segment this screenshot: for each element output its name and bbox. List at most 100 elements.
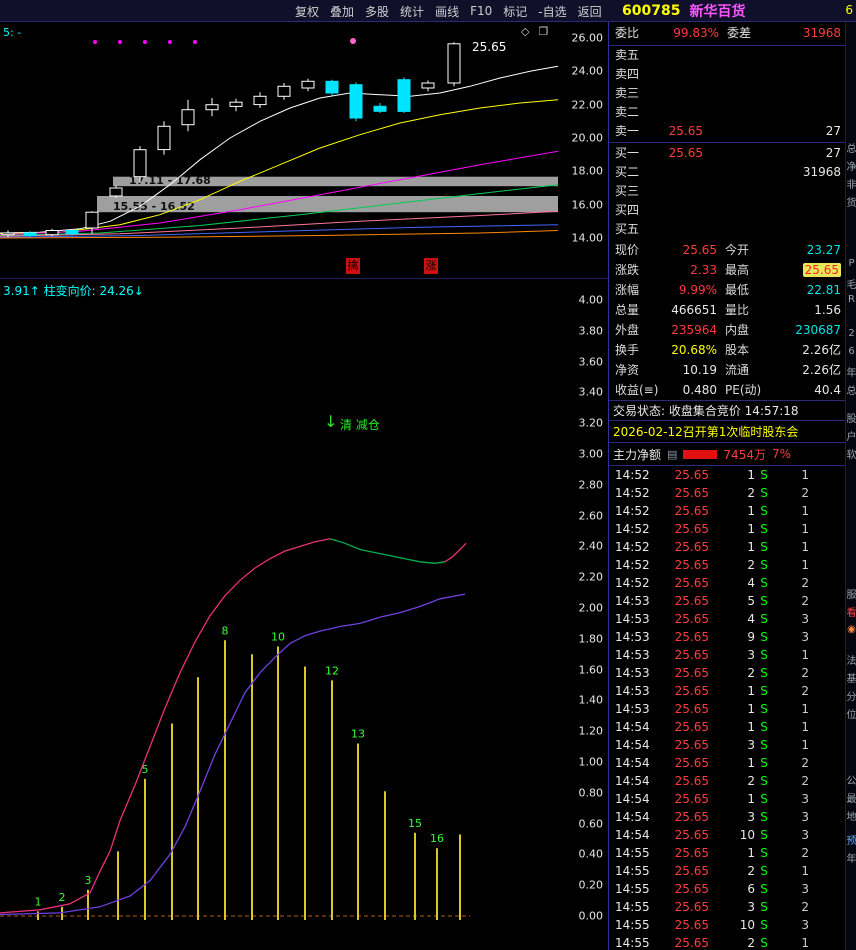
menu-item-F10[interactable]: F10 [470,4,493,18]
side-tab[interactable]: 地 [846,812,856,823]
time-and-sales-list[interactable]: 14:52 25.65 1 S 1 14:52 25.65 2 S 2 14:52 25.65 1 S 1 1… [609,466,845,950]
side-tab[interactable]: P [848,258,855,269]
sub-axis-label: 2.20 [578,570,604,584]
menu-item-复权[interactable]: 复权 [295,4,320,19]
tick-volume: 1 [747,504,755,518]
side-tab[interactable]: 总 [846,386,856,397]
side-tab[interactable]: 货 [846,198,856,209]
side-tab[interactable]: 预 [846,836,856,847]
book-separator [609,142,845,143]
side-tab[interactable]: 净 [846,162,856,173]
side-tab[interactable]: 公 [846,776,856,787]
quote-panel: 委比 99.83% 委差 31968 卖五 卖四 卖三 卖二 卖一 25.65 27 买一 25… [608,22,845,950]
menu-item-画线[interactable]: 画线 [435,4,460,19]
ask-row[interactable]: 卖三 [609,84,845,103]
menu-item-标记[interactable]: 标记 [503,4,528,19]
side-tab[interactable]: 总 [846,144,856,155]
svg-text:10: 10 [271,631,285,644]
side-tab[interactable]: 非 [846,180,856,191]
side-tab[interactable]: 股 [846,414,856,425]
side-tab[interactable]: ◉ [847,624,856,635]
bid-row[interactable]: 买三 [609,182,845,201]
main-netflow-row[interactable]: 主力净额 ▤ 7454万 7% [609,443,845,466]
bid-row[interactable]: 买一 25.65 27 [609,144,845,163]
side-tab[interactable]: 年 [846,854,856,865]
side-tab[interactable]: 2 [848,328,855,339]
bid-row[interactable]: 买四 [609,201,845,220]
bid-row[interactable]: 买五 [609,220,845,239]
quote-value: 40.4 [814,383,841,397]
diamond-icon[interactable]: ◇ [521,25,530,38]
tick-volume: 3 [747,738,755,752]
tick-row: 14:53 25.65 2 S 2 [609,664,845,682]
ask-row[interactable]: 卖一 25.65 27 [609,122,845,141]
tick-row: 14:55 25.65 2 S 1 [609,934,845,950]
quote-row: 换手 20.68% 股本 2.26亿 [609,340,845,360]
tick-flag: S [760,684,768,698]
ask-row[interactable]: 卖四 [609,65,845,84]
netflow-chart-icon[interactable]: ▤ [667,447,678,461]
tick-row: 14:53 25.65 3 S 1 [609,646,845,664]
side-tab[interactable]: 6 [848,346,855,357]
sub-axis-label: 2.00 [578,601,604,615]
side-tab[interactable]: 毛 [846,280,856,291]
tick-row: 14:52 25.65 4 S 2 [609,574,845,592]
sub-axis-label: 1.40 [578,693,604,707]
tick-flag: S [760,630,768,644]
tick-price: 25.65 [674,612,709,626]
book-level-label: 买二 [615,165,640,179]
main-axis-label: 24.00 [571,64,604,78]
tick-price: 25.65 [674,666,709,680]
side-tab[interactable]: 最 [846,794,856,805]
bid-row[interactable]: 买二 31968 [609,163,845,182]
quote-label: 涨跌 [615,263,640,277]
tick-count: 3 [801,612,809,626]
menu-item-多股[interactable]: 多股 [365,4,390,19]
window-icon[interactable]: ❐ [538,25,549,38]
tick-count: 1 [801,648,809,662]
tick-volume: 1 [747,702,755,716]
tick-time: 14:53 [615,594,650,608]
tick-volume: 1 [747,540,755,554]
ask-row[interactable]: 卖五 [609,46,845,65]
tick-flag: S [760,468,768,482]
tick-time: 14:55 [615,864,650,878]
side-tab[interactable]: 户 [846,432,856,443]
side-tab[interactable]: 位 [846,710,856,721]
ask-row[interactable]: 卖二 [609,103,845,122]
tick-time: 14:55 [615,846,650,860]
menu-item-统计[interactable]: 统计 [400,4,425,19]
book-volume: 27 [825,124,841,138]
tick-volume: 2 [747,666,755,680]
menu-item-叠加[interactable]: 叠加 [330,4,355,19]
side-tab[interactable]: 软 [846,450,856,461]
tick-row: 14:54 25.65 1 S 1 [609,718,845,736]
tick-count: 2 [801,666,809,680]
side-tab[interactable]: 法 [846,656,856,667]
side-tab[interactable]: 服 [846,590,856,601]
side-tab[interactable]: 基 [846,674,856,685]
company-notice[interactable]: 2026-02-12召开第1次临时股东会 [609,421,845,443]
tick-price: 25.65 [674,828,709,842]
indicator-chart-panel[interactable]: 3.91↑ 柱变向价: 24.26↓ 1 2 3 5 8 10 12 13 15 16 ↓ 清 减仓 … [0,278,608,950]
tick-price: 25.65 [674,684,709,698]
tick-price: 25.65 [674,504,709,518]
side-tab[interactable]: R [848,294,855,305]
side-tab[interactable]: 分 [846,692,856,703]
quote-label: 净资 [615,363,640,377]
menu-item-返回[interactable]: 返回 [577,4,602,19]
quote-label: 最高 [725,263,750,277]
side-tab[interactable]: 年 [846,368,856,379]
menu-item--自选[interactable]: -自选 [538,4,567,19]
book-volume: 27 [825,146,841,160]
tick-count: 1 [801,738,809,752]
side-tab[interactable]: 看 [846,608,856,619]
candlestick-chart-panel[interactable]: 17.11 - 17.68 15.55 - 16.52 26.00 24.00 22.… [0,22,608,278]
tick-count: 2 [801,486,809,500]
tick-row: 14:52 25.65 2 S 2 [609,484,845,502]
tick-volume: 2 [747,864,755,878]
tick-flag: S [760,774,768,788]
